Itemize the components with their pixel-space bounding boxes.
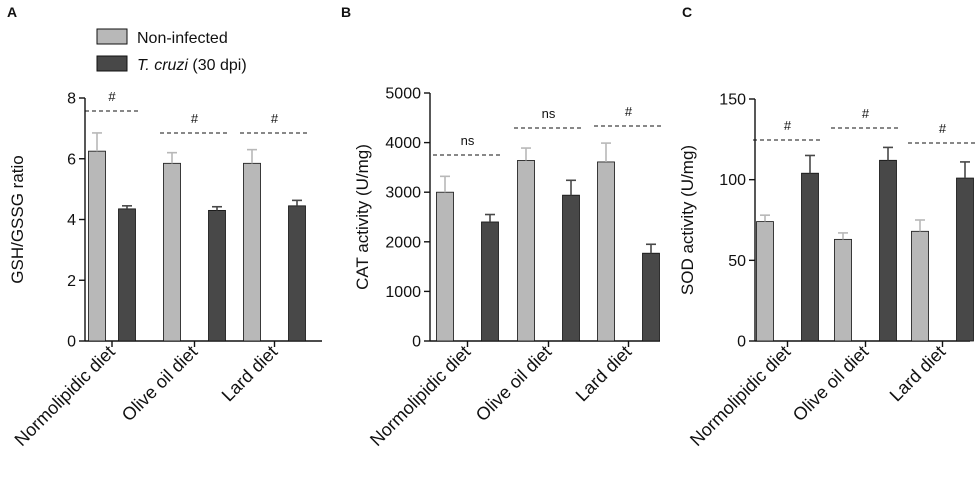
bar-a-olive-oil-diet-non-infected — [163, 162, 181, 342]
panel-b: B CAT activity (U/mg) 0 1000 2000 3000 4000 500… — [341, 4, 663, 450]
y-axis-label-a: GSH/GSSG ratio — [8, 155, 27, 283]
y-axis-label-b: CAT activity (U/mg) — [353, 144, 372, 290]
bar-c-olive-oil-diet-t-cruzi — [879, 159, 897, 342]
y-tick-label-b-2000: 2000 — [385, 234, 421, 251]
y-tick-label-b-0: 0 — [412, 334, 421, 351]
bar-b-olive-oil-diet-t-cruzi — [562, 194, 580, 342]
bar-a-olive-oil-diet-t-cruzi — [208, 209, 226, 342]
legend-label-non-infected: Non-infected — [137, 30, 228, 47]
panel-letter-a: A — [7, 4, 17, 20]
y-tick-label-a-4: 4 — [67, 212, 76, 229]
x-category-label-b-olive-oil-diet: Olive oil diet — [472, 342, 555, 425]
bar-c-lard-diet-t-cruzi — [956, 177, 974, 342]
x-category-label-a-normolipidic-diet: Normolipidic diet — [11, 342, 119, 450]
bar-b-normolipidic-diet-non-infected — [436, 191, 454, 342]
bar-c-lard-diet-non-infected — [911, 230, 929, 342]
significance-label-b-normolipidic-diet: ns — [461, 133, 475, 148]
x-category-label-c-olive-oil-diet: Olive oil diet — [789, 342, 872, 425]
significance-label-c-olive-oil-diet: # — [862, 106, 870, 121]
y-tick-label-c-100: 100 — [719, 172, 746, 189]
y-axis-label-c: SOD activity (U/mg) — [678, 145, 697, 295]
panel-letter-b: B — [341, 4, 351, 20]
y-tick-label-b-4000: 4000 — [385, 135, 421, 152]
x-category-label-c-normolipidic-diet: Normolipidic diet — [686, 342, 794, 450]
bar-b-lard-diet-t-cruzi — [642, 252, 660, 342]
bar-c-olive-oil-diet-non-infected — [834, 238, 852, 342]
bar-a-normolipidic-diet-non-infected — [88, 150, 106, 342]
x-category-label-b-normolipidic-diet: Normolipidic diet — [366, 342, 474, 450]
y-tick-label-c-50: 50 — [728, 253, 746, 270]
y-tick-label-a-8: 8 — [67, 91, 76, 108]
y-tick-label-c-0: 0 — [737, 334, 746, 351]
x-category-label-a-lard-diet: Lard diet — [218, 342, 282, 406]
significance-label-a-lard-diet: # — [271, 111, 279, 126]
panel-c: C SOD activity (U/mg) 0 50 100 150 Normolipidi… — [678, 4, 976, 450]
legend-swatch-non-infected — [96, 28, 128, 45]
y-tick-label-b-5000: 5000 — [385, 86, 421, 103]
significance-label-b-lard-diet: # — [625, 104, 633, 119]
bar-a-lard-diet-non-infected — [243, 162, 261, 342]
y-tick-label-a-6: 6 — [67, 151, 76, 168]
y-tick-label-a-2: 2 — [67, 273, 76, 290]
x-category-label-b-lard-diet: Lard diet — [572, 342, 636, 406]
legend-label-t-cruzi-suffix: (30 dpi) — [188, 57, 247, 74]
x-category-label-c-lard-diet: Lard diet — [886, 342, 950, 406]
significance-label-c-lard-diet: # — [939, 121, 947, 136]
significance-label-a-normolipidic-diet: # — [108, 89, 116, 104]
panel-letter-c: C — [682, 4, 692, 20]
bar-a-normolipidic-diet-t-cruzi — [118, 208, 136, 342]
bar-b-olive-oil-diet-non-infected — [517, 160, 535, 342]
significance-label-c-normolipidic-diet: # — [784, 118, 792, 133]
bar-a-lard-diet-t-cruzi — [288, 205, 306, 342]
y-tick-label-b-3000: 3000 — [385, 185, 421, 202]
legend-swatch-t-cruzi — [96, 55, 128, 72]
bar-b-lard-diet-non-infected — [597, 161, 615, 342]
legend-label-t-cruzi: T. cruzi (30 dpi) — [137, 57, 247, 74]
legend-label-t-cruzi-italic: T. cruzi — [137, 57, 188, 74]
legend: Non-infected T. cruzi (30 dpi) — [96, 28, 247, 74]
bar-c-normolipidic-diet-non-infected — [756, 221, 774, 342]
y-tick-label-b-1000: 1000 — [385, 284, 421, 301]
significance-label-a-olive-oil-diet: # — [191, 111, 199, 126]
bar-b-normolipidic-diet-t-cruzi — [481, 221, 499, 342]
y-tick-label-c-150: 150 — [719, 92, 746, 109]
significance-label-b-olive-oil-diet: ns — [542, 106, 556, 121]
y-tick-label-a-0: 0 — [67, 334, 76, 351]
bar-c-normolipidic-diet-t-cruzi — [801, 172, 819, 342]
x-category-label-a-olive-oil-diet: Olive oil diet — [118, 342, 201, 425]
